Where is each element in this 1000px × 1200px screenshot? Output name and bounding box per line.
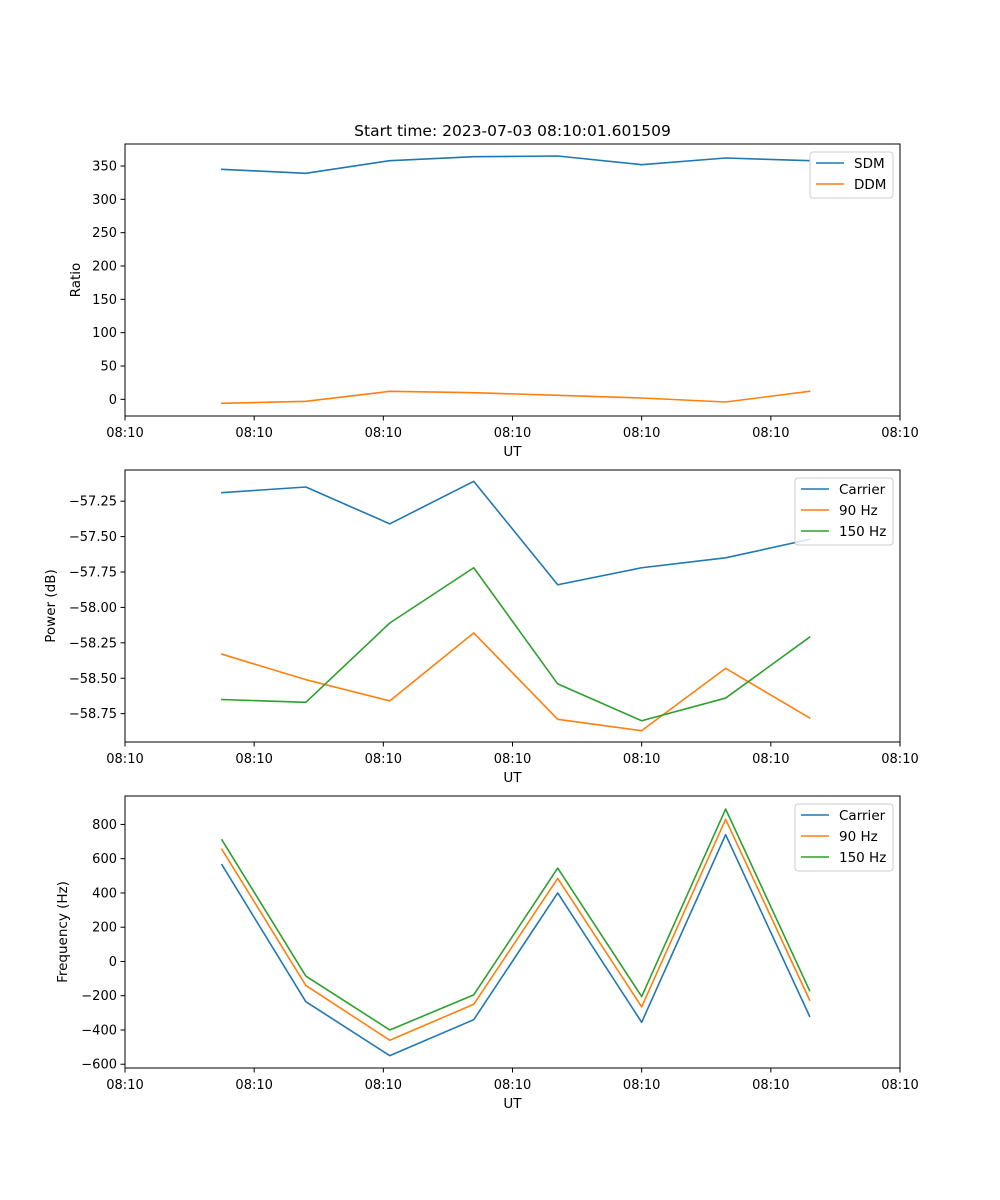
y-tick-label: 0 — [109, 393, 117, 408]
y-tick-label: 300 — [92, 193, 117, 208]
x-tick-label: 08:10 — [494, 752, 531, 767]
x-tick-label: 08:10 — [623, 426, 660, 441]
legend-label: Carrier — [839, 482, 886, 498]
x-tick-label: 08:10 — [235, 752, 272, 767]
x-tick-label: 08:10 — [881, 426, 918, 441]
series-line-sdm — [221, 155, 811, 175]
legend-box — [794, 477, 894, 546]
x-tick-label: 08:10 — [365, 426, 402, 441]
legend: SDM DDM — [809, 151, 894, 199]
x-tick-label: 08:10 — [235, 1078, 272, 1093]
y-tick-label: −200 — [81, 989, 117, 1004]
x-tick-label: 08:10 — [623, 1078, 660, 1093]
y-tick-label: 50 — [100, 360, 117, 375]
series-line-carrier — [221, 480, 811, 586]
y-tick-label: 0 — [109, 955, 117, 970]
y-tick-label: −400 — [81, 1023, 117, 1038]
x-tick-label: 08:10 — [106, 1078, 143, 1093]
x-axis-label: UT — [503, 770, 522, 786]
y-tick-label: 600 — [92, 852, 117, 867]
legend-label: DDM — [854, 177, 886, 193]
legend-label: SDM — [854, 156, 885, 172]
y-tick-label: 150 — [92, 293, 117, 308]
y-tick-label: 350 — [92, 160, 117, 175]
x-tick-label: 08:10 — [623, 752, 660, 767]
y-tick-label: 200 — [92, 260, 117, 275]
series-line-90-hz — [220, 818, 811, 1042]
y-tick-label: 400 — [92, 886, 117, 901]
x-tick-label: 08:10 — [106, 426, 143, 441]
series-line-150-hz — [220, 808, 811, 1031]
chart-panel-1: 08:10 08:10 08:10 08:10 08:10 08:10 08:10 0 50 10… — [68, 143, 919, 460]
x-tick-label: 08:10 — [365, 1078, 402, 1093]
x-tick-label: 08:10 — [752, 1078, 789, 1093]
y-tick-label: −57.25 — [69, 495, 117, 510]
x-tick-label: 08:10 — [365, 752, 402, 767]
x-tick-label: 08:10 — [235, 426, 272, 441]
x-tick-label: 08:10 — [752, 752, 789, 767]
x-tick-label: 08:10 — [106, 752, 143, 767]
x-axis-label: UT — [503, 1096, 522, 1112]
y-axis-label: Frequency (Hz) — [55, 881, 71, 983]
y-axis-label: Ratio — [68, 263, 84, 298]
series-line-150-hz — [221, 566, 811, 722]
y-tick-label: −58.75 — [69, 707, 117, 722]
y-tick-label: −57.75 — [69, 566, 117, 581]
y-tick-label: −57.50 — [69, 530, 117, 545]
x-tick-label: 08:10 — [494, 1078, 531, 1093]
y-tick-label: −58.50 — [69, 672, 117, 687]
y-tick-label: 100 — [92, 326, 117, 341]
legend-label: Carrier — [839, 808, 886, 824]
x-tick-label: 08:10 — [881, 752, 918, 767]
y-tick-label: 800 — [92, 818, 117, 833]
y-tick-label: −600 — [81, 1058, 117, 1073]
figure-title: Start time: 2023-07-03 08:10:01.601509 — [354, 122, 671, 140]
x-axis-label: UT — [503, 444, 522, 460]
y-tick-label: −58.25 — [69, 636, 117, 651]
x-tick-label: 08:10 — [752, 426, 789, 441]
series-line-ddm — [221, 390, 811, 405]
legend-label: 90 Hz — [839, 829, 878, 845]
legend-label: 150 Hz — [839, 850, 886, 866]
legend-label: 90 Hz — [839, 503, 878, 519]
chart-panel-3: 08:10 08:10 08:10 08:10 08:10 08:10 08:10 −600 −… — [55, 795, 919, 1112]
y-axis-label: Power (dB) — [43, 569, 59, 642]
y-tick-label: −58.00 — [69, 601, 117, 616]
legend: Carrier 90 Hz 150 Hz — [794, 803, 894, 872]
legend: Carrier 90 Hz 150 Hz — [794, 477, 894, 546]
x-tick-label: 08:10 — [881, 1078, 918, 1093]
chart-panel-2: 08:10 08:10 08:10 08:10 08:10 08:10 08:10 −58.7… — [43, 469, 919, 786]
series-line-90-hz — [220, 632, 811, 732]
legend-label: 150 Hz — [839, 524, 886, 540]
y-tick-label: 250 — [92, 226, 117, 241]
y-tick-label: 200 — [92, 921, 117, 936]
x-tick-label: 08:10 — [494, 426, 531, 441]
legend-box — [794, 803, 894, 872]
series-line-carrier — [220, 833, 811, 1057]
